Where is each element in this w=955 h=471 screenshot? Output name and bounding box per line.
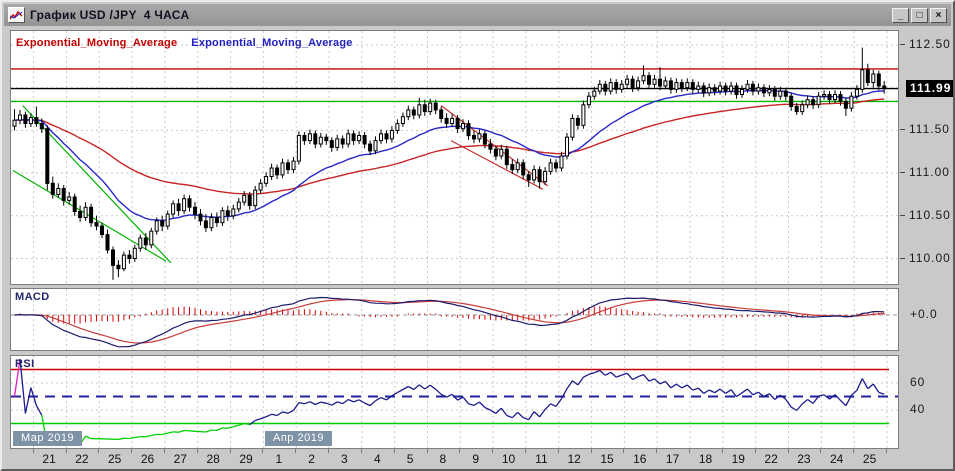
date-axis-tick [131,449,133,453]
date-label: 23 [797,452,811,466]
date-label: 9 [472,452,480,466]
close-button[interactable]: × [930,7,947,23]
date-axis-tick [886,449,887,453]
maximize-button[interactable]: □ [911,7,928,23]
macd-canvas[interactable] [11,289,898,350]
macd-panel[interactable]: MACD [10,288,899,351]
date-label: 10 [501,452,516,466]
date-axis-tick [853,449,855,453]
rsi-axis-label: 40 [910,402,926,416]
date-axis-tick [426,449,428,453]
date-axis-tick [689,449,690,453]
ema-red-legend-label: Exponential_Moving_Average [16,37,178,49]
price-axis-tick [900,44,905,45]
rsi-canvas[interactable] [11,356,898,448]
date-axis-tick [360,449,362,453]
current-price-badge: 111.99 [906,79,953,97]
date-axis: 21 22 25 26 27 28 29 1 2 3 4 5 8 9 10 11 12 15 16 17 18 19 22 2… [10,449,899,467]
date-label: 15 [600,452,614,466]
chart-app-icon [8,7,25,23]
date-axis-tick [492,449,494,453]
date-axis-tick [656,449,658,453]
date-label: 22 [75,452,89,466]
indicator-legend: Exponential_Moving_Average Exponential_Mo… [16,37,367,49]
price-axis-label: 110.50 [909,207,951,222]
date-axis-tick [820,449,822,453]
date-label: 2 [308,452,315,466]
date-label: 4 [373,452,381,466]
date-label: 22 [764,452,778,466]
date-label: 24 [830,452,844,466]
date-axis-tick [590,449,592,453]
date-label: 19 [731,452,745,466]
window-title: График USD /JPY 4 ЧАСА [30,8,190,22]
date-axis-tick [524,449,526,453]
date-axis-tick [328,449,329,453]
price-axis-label: 111.50 [909,122,950,137]
price-axis-label: 112.50 [909,37,951,51]
date-axis-tick [623,449,625,453]
price-axis-tick [900,257,905,259]
date-axis-tick [721,449,723,453]
price-chart-canvas[interactable] [11,31,898,284]
rsi-axis-label: 60 [910,375,926,389]
date-label: 25 [108,452,122,466]
chart-icon-glyph [10,10,23,19]
price-axis-label: 110.00 [909,250,951,265]
month-badge-march: Мар 2019 [13,431,83,446]
date-axis-tick [196,449,198,453]
main-chart-panel[interactable]: Exponential_Moving_Average Exponential_Mo… [10,30,899,285]
date-label: 5 [406,452,414,466]
date-axis-tick [229,449,231,453]
date-label: 25 [862,452,877,466]
date-axis-tick [98,449,100,453]
minimize-button[interactable]: _ [892,7,909,23]
date-label: 21 [42,452,56,466]
titlebar[interactable]: График USD /JPY 4 ЧАСА _ □ × [4,4,951,26]
date-axis-tick [393,449,395,453]
ema-blue-legend-label: Exponential_Moving_Average [191,37,353,49]
date-axis-tick [754,449,756,453]
macd-zero-label: +0.0 [910,307,938,321]
date-label: 26 [140,452,155,466]
date-label: 11 [535,452,548,466]
date-axis-tick [262,449,264,453]
rsi-panel[interactable]: RSI Мар 2019 Апр 2019 [10,355,899,449]
date-axis-tick [459,449,461,453]
window-controls: _ □ × [892,7,947,23]
date-label: 17 [665,452,680,466]
date-label: 28 [206,452,220,466]
price-axis: 112.50 111.50 111.00 110.50 110.00 111.99 [900,30,953,285]
date-axis-tick [65,449,67,453]
date-label: 12 [567,452,581,466]
macd-panel-label: MACD [15,291,50,303]
price-axis-tick [900,172,905,174]
date-label: 18 [698,452,713,466]
date-label: 3 [341,452,348,466]
price-axis-label: 111.00 [909,165,950,180]
date-axis-tick [163,449,165,453]
date-label: 8 [439,452,447,466]
date-axis-tick [32,449,34,453]
date-label: 27 [173,452,187,466]
date-axis-tick [295,449,297,453]
date-label: 16 [633,452,647,466]
price-axis-tick [900,214,905,216]
date-label: 1 [275,452,283,466]
month-badge-april: Апр 2019 [265,431,332,446]
date-axis-tick [787,449,789,453]
rsi-panel-label: RSI [15,358,35,370]
date-label: 29 [239,452,253,466]
price-axis-tick [900,129,905,131]
date-axis-tick [557,449,559,453]
